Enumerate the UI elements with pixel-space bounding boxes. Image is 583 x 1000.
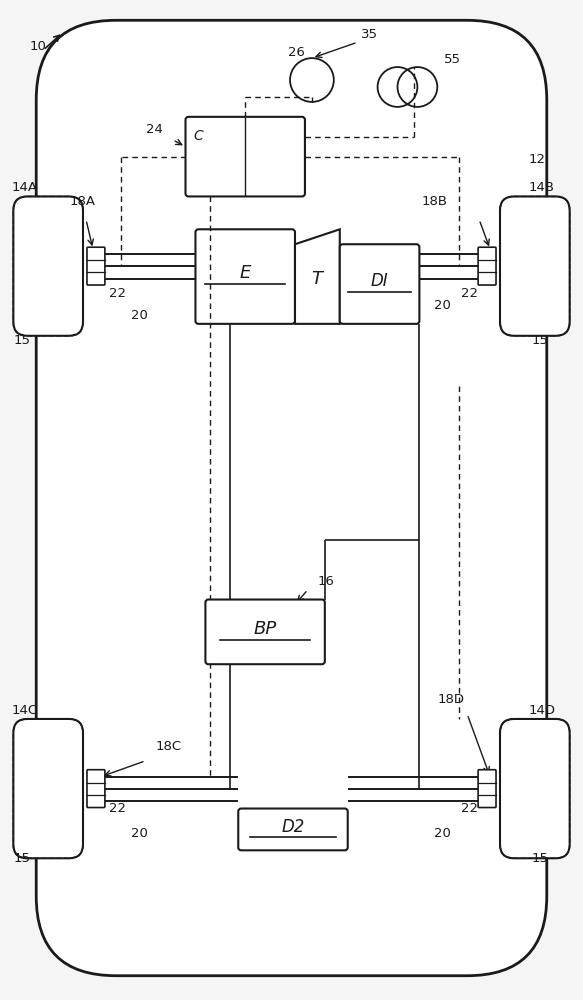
- Text: BP: BP: [254, 620, 277, 638]
- Polygon shape: [295, 229, 340, 324]
- Text: 15: 15: [13, 852, 30, 865]
- FancyBboxPatch shape: [205, 600, 325, 664]
- FancyBboxPatch shape: [185, 117, 305, 196]
- FancyBboxPatch shape: [340, 244, 419, 324]
- Text: 18D: 18D: [437, 693, 464, 706]
- Text: 16: 16: [318, 575, 335, 588]
- Text: 22: 22: [109, 802, 126, 815]
- Text: 14D: 14D: [529, 704, 556, 717]
- FancyBboxPatch shape: [500, 196, 570, 336]
- Text: 18B: 18B: [422, 195, 447, 208]
- Text: 24: 24: [146, 123, 163, 136]
- Text: 15: 15: [13, 334, 30, 347]
- Text: 15: 15: [532, 852, 549, 865]
- FancyBboxPatch shape: [87, 247, 105, 285]
- Text: E: E: [240, 264, 251, 282]
- Text: C: C: [194, 129, 203, 143]
- Text: 18A: 18A: [69, 195, 95, 208]
- Text: 15: 15: [532, 334, 549, 347]
- Text: 14B: 14B: [529, 181, 555, 194]
- Text: 20: 20: [434, 299, 451, 312]
- FancyBboxPatch shape: [478, 770, 496, 808]
- Text: 12: 12: [529, 153, 546, 166]
- FancyBboxPatch shape: [13, 196, 83, 336]
- Text: 20: 20: [131, 827, 147, 840]
- Text: 20: 20: [434, 827, 451, 840]
- FancyBboxPatch shape: [500, 719, 570, 858]
- Text: 55: 55: [444, 53, 461, 66]
- Text: 22: 22: [109, 287, 126, 300]
- Text: 22: 22: [461, 287, 478, 300]
- Text: 10: 10: [29, 40, 46, 53]
- FancyBboxPatch shape: [87, 770, 105, 808]
- Text: 14A: 14A: [11, 181, 37, 194]
- FancyBboxPatch shape: [195, 229, 295, 324]
- Text: 35: 35: [361, 28, 378, 41]
- FancyBboxPatch shape: [238, 809, 347, 850]
- FancyBboxPatch shape: [478, 247, 496, 285]
- Text: 20: 20: [131, 309, 147, 322]
- Text: 18C: 18C: [156, 740, 182, 753]
- Text: 22: 22: [461, 802, 478, 815]
- Text: 14C: 14C: [11, 704, 37, 717]
- FancyBboxPatch shape: [36, 20, 547, 976]
- Text: DI: DI: [371, 272, 388, 290]
- Text: 26: 26: [287, 46, 304, 59]
- FancyBboxPatch shape: [13, 719, 83, 858]
- Text: T: T: [311, 270, 322, 288]
- Text: D2: D2: [282, 818, 305, 836]
